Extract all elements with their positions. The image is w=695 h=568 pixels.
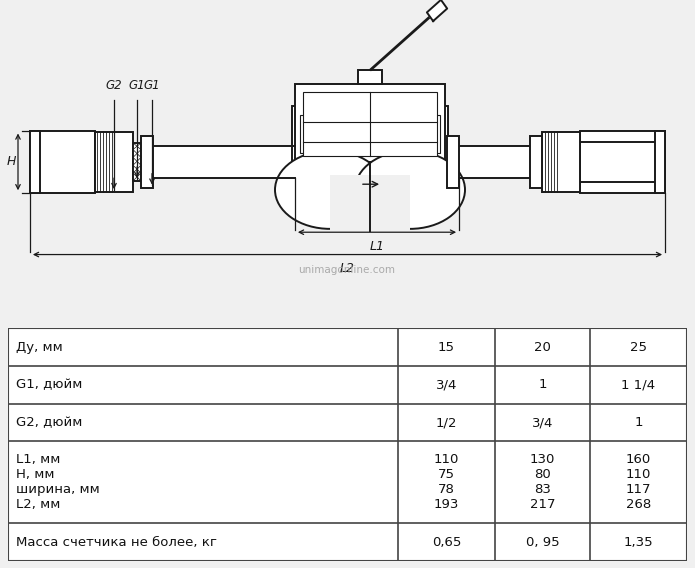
Text: G1: G1 (129, 78, 145, 91)
Bar (655, 131, 665, 193)
Bar (358, 70, 382, 83)
Text: 1 1/4: 1 1/4 (621, 378, 655, 391)
Text: 3/4: 3/4 (436, 378, 457, 391)
Text: 160
110
117
268: 160 110 117 268 (626, 453, 651, 511)
Bar (292, 106, 448, 162)
Bar (300, 115, 440, 153)
Text: 15: 15 (438, 341, 455, 354)
Text: Ду, мм: Ду, мм (17, 341, 63, 354)
Text: 110
75
78
193: 110 75 78 193 (434, 453, 459, 511)
Bar (153, 146, 295, 178)
Bar (330, 176, 410, 231)
Text: G1: G1 (144, 78, 161, 91)
Ellipse shape (355, 151, 465, 229)
Text: unimagonline.com: unimagonline.com (298, 265, 395, 275)
Text: 130
80
83
217: 130 80 83 217 (530, 453, 555, 511)
Bar (141, 136, 153, 187)
Text: H: H (7, 156, 16, 168)
Text: 1: 1 (635, 416, 643, 429)
Text: 3/4: 3/4 (532, 416, 553, 429)
Text: L1: L1 (370, 240, 384, 253)
Text: 1/2: 1/2 (436, 416, 457, 429)
Text: 1: 1 (538, 378, 547, 391)
Text: G2: G2 (106, 78, 122, 91)
Text: 0, 95: 0, 95 (525, 536, 559, 549)
Bar (295, 83, 445, 162)
Text: L1, мм
Н, мм
ширина, мм
L2, мм: L1, мм Н, мм ширина, мм L2, мм (17, 453, 100, 511)
Text: 25: 25 (630, 341, 647, 354)
Bar (95, 132, 133, 192)
Bar (530, 136, 542, 187)
Text: 20: 20 (534, 341, 551, 354)
Polygon shape (427, 0, 447, 21)
Text: 0,65: 0,65 (432, 536, 461, 549)
Bar (30, 131, 40, 193)
Bar (133, 143, 141, 181)
Text: L2: L2 (340, 262, 355, 275)
Ellipse shape (275, 151, 385, 229)
Text: G1, дюйм: G1, дюйм (17, 378, 83, 391)
Bar (362, 115, 378, 148)
Bar (459, 146, 530, 178)
Bar (447, 136, 459, 187)
Bar (580, 131, 665, 193)
Text: 1,35: 1,35 (623, 536, 653, 549)
Bar (30, 131, 95, 193)
Bar (542, 132, 580, 192)
Bar (303, 91, 437, 156)
Text: G2, дюйм: G2, дюйм (17, 416, 83, 429)
Text: Масса счетчика не более, кг: Масса счетчика не более, кг (17, 536, 218, 549)
